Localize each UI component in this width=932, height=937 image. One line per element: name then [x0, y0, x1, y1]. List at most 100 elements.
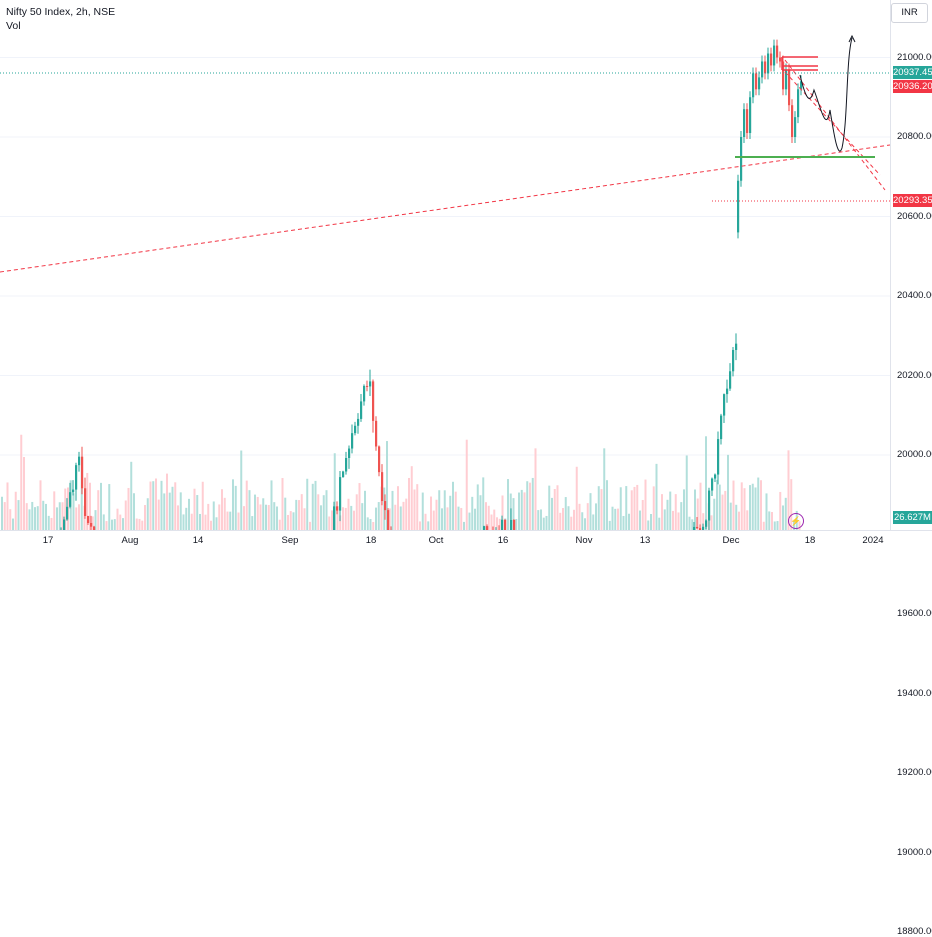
candle-body: [785, 69, 788, 90]
volume-bar: [606, 480, 608, 530]
volume-bar: [619, 487, 622, 530]
volume-bar: [25, 503, 28, 530]
volume-bar: [520, 489, 523, 530]
volume-bar: [705, 436, 707, 530]
chart-area[interactable]: Nifty 50 Index, 2h, NSE Vol ⚡: [0, 0, 891, 933]
volume-bar: [526, 481, 529, 530]
price-tick-label: 19400.00: [897, 687, 932, 699]
volume-bar: [185, 507, 188, 530]
candle-body: [764, 61, 767, 74]
volume-bar: [289, 511, 292, 530]
candle-body: [779, 57, 782, 62]
candle-body: [770, 53, 773, 66]
volume-bar: [287, 514, 289, 530]
volume-bar: [468, 512, 471, 530]
volume-bar: [419, 521, 421, 530]
volume-bar: [353, 510, 355, 530]
volume-bar: [193, 488, 196, 530]
volume-bar: [454, 491, 457, 530]
price-chart[interactable]: [0, 0, 891, 933]
volume-bar: [413, 489, 416, 530]
volume-bar: [221, 489, 223, 530]
time-scale[interactable]: 17 Aug 14 Sep 18 Oct 16 Nov 13 Dec 18 2024: [0, 530, 932, 551]
volume-bar: [259, 504, 262, 530]
volume-bar: [174, 482, 177, 530]
volume-bar: [328, 516, 331, 530]
volume-bar: [386, 441, 388, 530]
volume-bar: [743, 488, 746, 530]
volume-bar: [391, 490, 394, 530]
volume-value-tag: 26.627M: [893, 511, 932, 524]
candle-body: [87, 515, 90, 523]
volume-bar: [361, 503, 364, 530]
lightning-icon[interactable]: ⚡: [788, 513, 804, 529]
volume-bar: [672, 510, 674, 530]
volume-bar: [100, 482, 102, 530]
volume-bar: [432, 510, 435, 530]
symbol-title[interactable]: Nifty 50 Index, 2h, NSE: [6, 6, 116, 18]
volume-bar: [551, 497, 553, 530]
volume-legend[interactable]: Vol: [6, 20, 21, 32]
volume-bar: [496, 517, 498, 530]
volume-bar: [47, 515, 50, 530]
volume-bar: [91, 516, 94, 530]
volume-bar: [608, 520, 611, 530]
candle-body: [375, 420, 378, 447]
volume-bar: [548, 485, 551, 530]
candle-body: [720, 415, 723, 440]
volume-bar: [119, 514, 122, 530]
price-tick-label: 20800.00: [897, 131, 932, 142]
volume-bar: [375, 507, 377, 530]
volume-bar: [776, 521, 779, 530]
volume-bar: [441, 508, 443, 530]
volume-bar: [537, 510, 540, 530]
volume-bar: [135, 518, 138, 530]
volume-bar: [234, 485, 237, 530]
volume-bar: [133, 493, 135, 530]
candle-body: [729, 371, 732, 389]
volume-bar: [655, 463, 658, 530]
volume-bar: [372, 521, 375, 530]
candle-body: [749, 97, 752, 134]
volume-bar: [746, 510, 749, 530]
volume-bar: [727, 454, 729, 530]
candle-body: [732, 349, 735, 372]
volume-bar: [485, 502, 487, 530]
candle-body: [90, 522, 93, 527]
volume-bar: [182, 514, 185, 530]
candle-body: [369, 381, 372, 387]
volume-bar: [721, 494, 724, 530]
volume-bar: [9, 509, 12, 530]
volume-bar: [611, 506, 614, 530]
volume-bar: [479, 495, 482, 530]
volume-bar: [754, 487, 757, 530]
volume-bar: [344, 507, 347, 530]
volume-bar: [229, 511, 232, 530]
candle-body: [363, 385, 366, 402]
volume-bar: [163, 493, 166, 530]
volume-bar: [449, 495, 452, 530]
volume-bar: [498, 518, 501, 530]
volume-bar: [39, 480, 42, 530]
volume-bar: [322, 495, 325, 530]
volume-bar: [333, 453, 336, 530]
volume-bar: [347, 498, 350, 530]
volume-bar: [369, 518, 372, 530]
time-tick-label: 14: [192, 535, 204, 546]
candle-body: [782, 61, 785, 90]
volume-bar: [122, 518, 124, 530]
candle-body: [501, 519, 504, 539]
volume-bar: [111, 519, 113, 530]
candle-body: [705, 520, 708, 527]
volume-bar: [336, 506, 339, 530]
volume-bar: [270, 480, 273, 530]
candle-body: [743, 109, 746, 137]
volume-bar: [666, 499, 669, 530]
time-tick-label: Nov: [575, 535, 593, 546]
volume-bar: [278, 519, 281, 530]
currency-button[interactable]: INR: [891, 3, 928, 23]
volume-bar: [146, 498, 149, 530]
volume-bar: [523, 492, 526, 530]
volume-bar: [232, 479, 234, 530]
volume-bar: [6, 482, 9, 530]
